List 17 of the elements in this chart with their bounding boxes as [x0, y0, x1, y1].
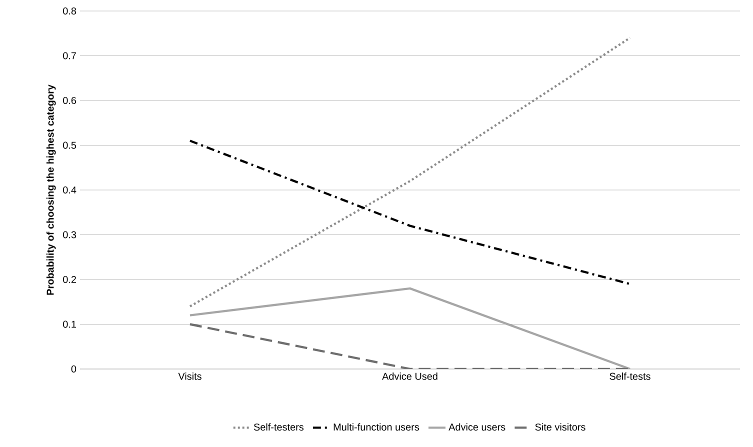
legend-label: Site visitors	[535, 423, 586, 431]
y-tick-label: 0.2	[63, 276, 76, 284]
y-tick-label: 0.8	[63, 7, 76, 15]
y-tick-label: 0.1	[63, 320, 76, 328]
y-tick-label: 0.3	[63, 231, 76, 238]
y-tick-label: 0.6	[63, 96, 76, 104]
legend-label: Advice users	[448, 423, 506, 431]
y-tick-label: 0.4	[63, 186, 76, 194]
x-tick-label: Advice Used	[382, 372, 438, 380]
x-tick-label: Self-tests	[610, 372, 650, 380]
legend-label: Multi-function users	[334, 423, 420, 431]
y-axis-title: Probability of choosing the highest category	[46, 84, 56, 295]
legend-label: Self-testers	[254, 423, 304, 431]
y-tick-label: 0.7	[63, 52, 76, 60]
y-tick-label: 0.5	[63, 142, 76, 149]
y-tick-label: 0	[71, 365, 76, 373]
x-tick-label: Visits	[178, 372, 202, 380]
